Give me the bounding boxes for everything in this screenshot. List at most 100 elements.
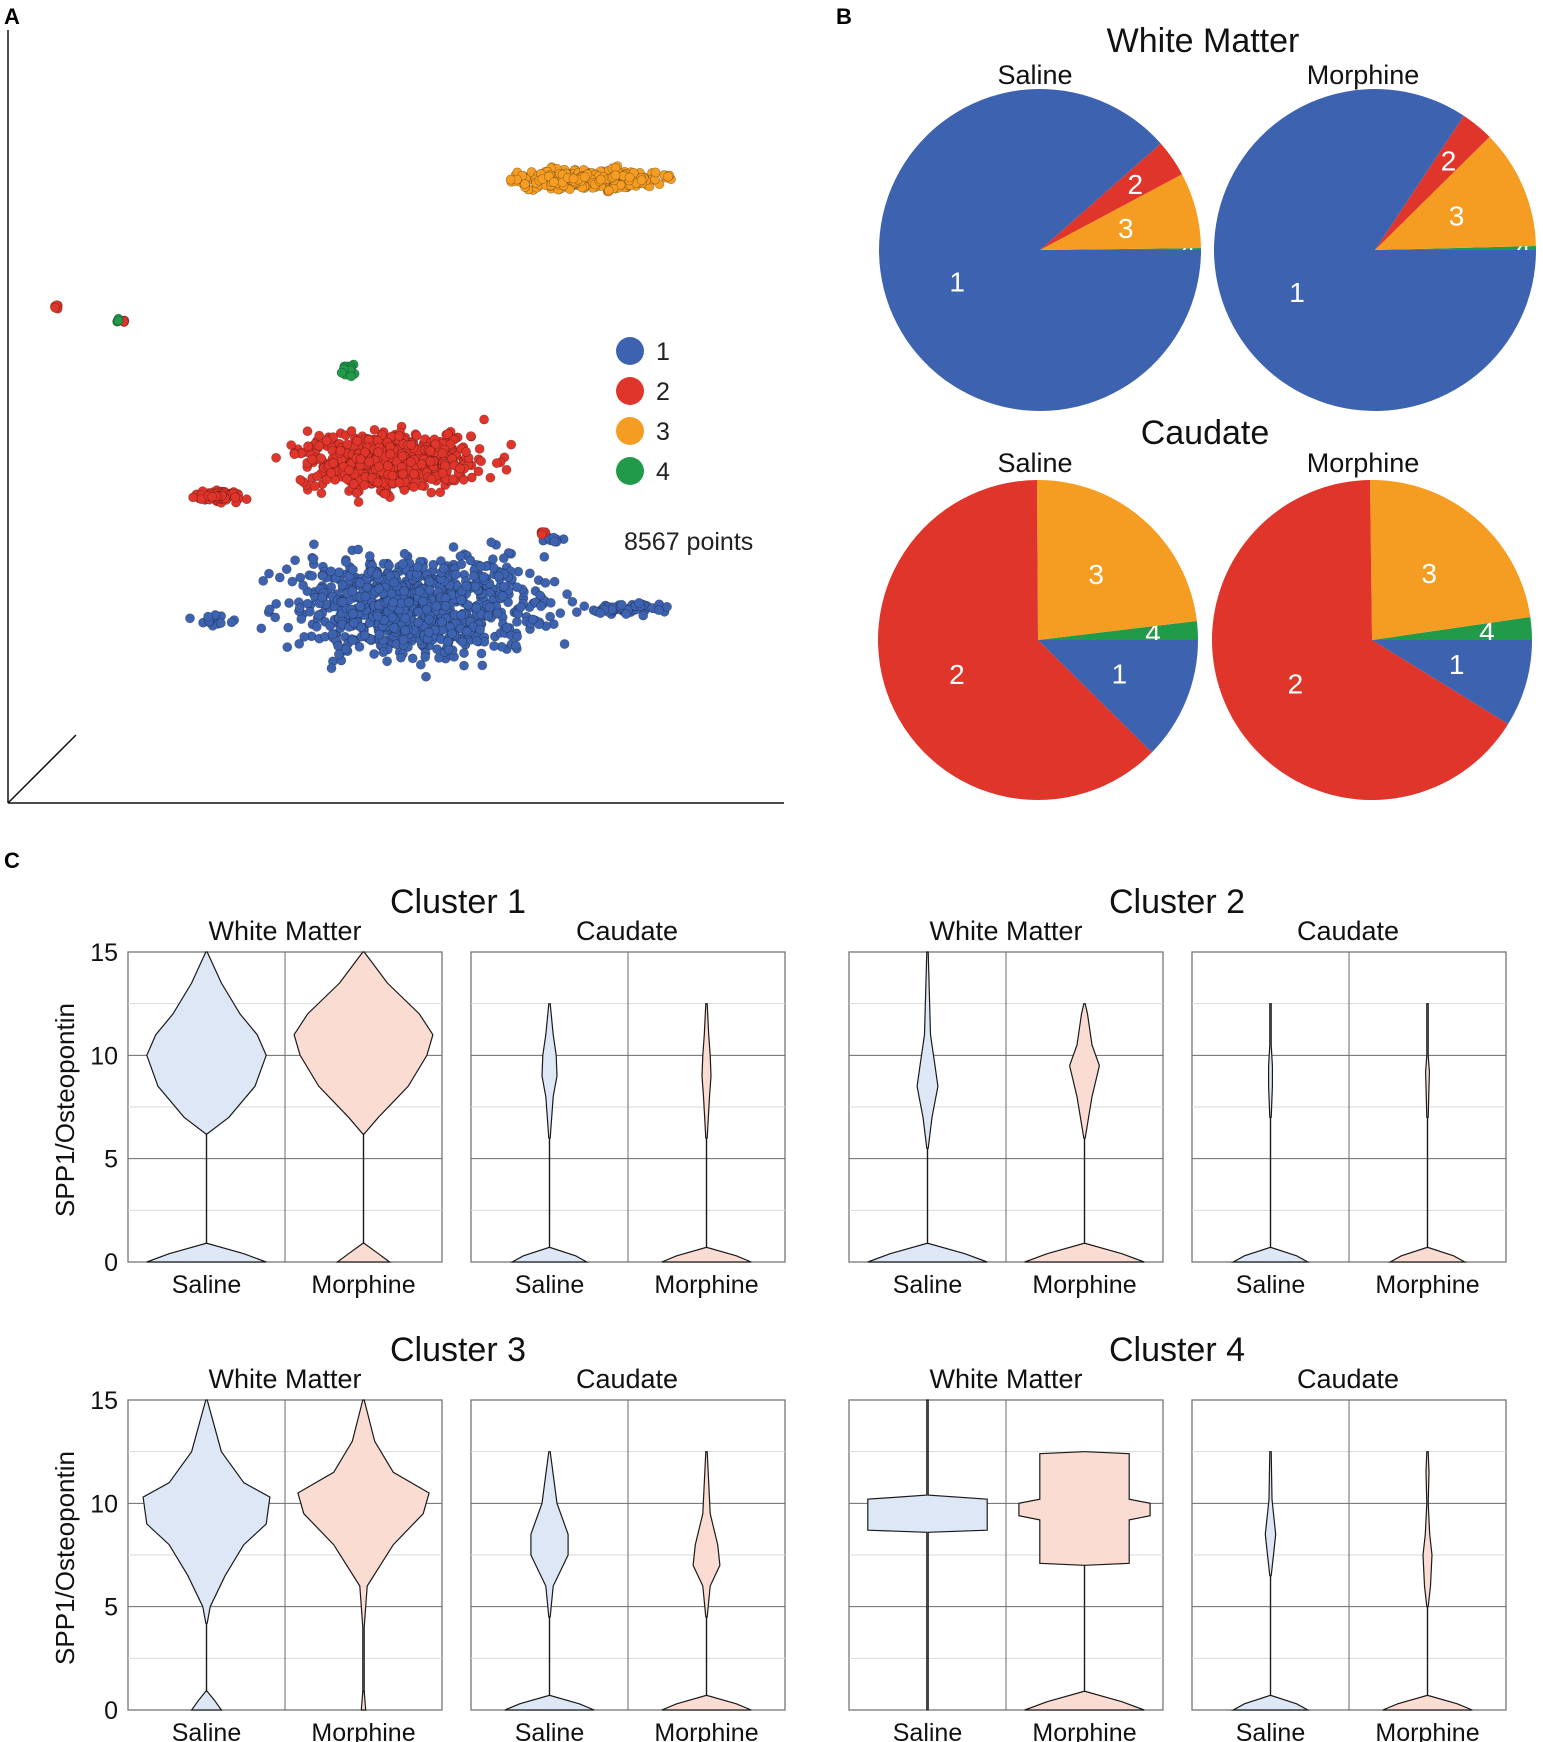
scatter-point-cluster-1: [471, 602, 482, 613]
scatter-point-cluster-1: [424, 576, 435, 587]
x-tick-morphine: Morphine: [654, 1719, 758, 1742]
y-tick: 0: [104, 1697, 118, 1725]
scatter-point-cluster-1: [571, 607, 582, 617]
scatter-point-cluster-1: [317, 592, 328, 603]
scatter-point-cluster-2: [348, 479, 359, 490]
scatter-point-cluster-1: [539, 552, 550, 562]
scatter-point-cluster-2: [374, 461, 384, 472]
pie-slice-3: [1036, 479, 1197, 640]
scatter-point-cluster-1: [413, 617, 424, 628]
scatter-point-cluster-2: [411, 430, 422, 441]
violin-base-saline: [1230, 1246, 1311, 1263]
scatter-point-cluster-1: [420, 652, 431, 662]
scatter-point-cluster-3: [624, 172, 635, 183]
scatter-point-cluster-1: [388, 597, 399, 608]
scatter-point-cluster-1: [498, 553, 509, 564]
scatter-point-cluster-2: [364, 456, 374, 467]
scatter-point-cluster-2: [476, 456, 486, 467]
scatter-point-cluster-2: [426, 474, 437, 484]
pie-label-wm-morphine: Morphine: [1307, 60, 1420, 90]
y-tick: 10: [90, 1490, 118, 1518]
scatter-point-cluster-2: [437, 468, 448, 479]
x-tick-morphine: Morphine: [1032, 1271, 1136, 1299]
violin-body-saline: [916, 951, 939, 1149]
axis-y-depth: [7, 734, 77, 804]
scatter-point-cluster-1: [378, 647, 389, 658]
scatter-point-cluster-2: [328, 458, 339, 468]
scatter-point-cluster-1: [311, 621, 322, 632]
scatter-point-cluster-1: [337, 596, 348, 607]
scatter-point-cluster-1: [421, 671, 431, 682]
violin-body-saline: [146, 951, 267, 1135]
panel-a: A 1 2 3 4 8567 points: [4, 4, 784, 804]
scatter-point-cluster-1: [555, 608, 566, 618]
scatter-point-cluster-2: [408, 482, 419, 492]
scatter-point-cluster-1: [415, 659, 426, 670]
legend-swatch-2: [616, 377, 644, 405]
scatter-point-cluster-1: [476, 648, 487, 659]
scatter-point-cluster-2: [321, 435, 332, 446]
scatter-point-cluster-1: [512, 617, 522, 627]
scatter-point-cluster-1: [493, 571, 504, 582]
pie-slice-1: [1038, 640, 1198, 753]
cluster-3-wm-label: White Matter: [208, 1364, 361, 1394]
panel-b-label: B: [836, 4, 852, 29]
x-tick-saline: Saline: [515, 1719, 585, 1742]
scatter-point-cluster-1: [567, 596, 578, 607]
scatter-point-cluster-2: [271, 452, 281, 463]
scatter-point-cluster-3: [636, 175, 647, 186]
scatter-point-cluster-1: [515, 602, 526, 613]
scatter-point-cluster-1: [264, 604, 275, 615]
scatter-point-cluster-1: [281, 564, 292, 575]
x-tick-morphine: Morphine: [1375, 1271, 1479, 1299]
scatter-point-cluster-1: [461, 626, 472, 637]
scatter-point-cluster-1: [356, 622, 366, 632]
violin-body-saline: [142, 1399, 271, 1624]
scatter-point-cluster-1: [525, 568, 535, 579]
scatter-point-cluster-1: [387, 612, 398, 623]
cluster-1-title: Cluster 1: [390, 883, 526, 921]
scatter-point-cluster-2: [309, 481, 320, 492]
violin-base-morphine: [1382, 1694, 1473, 1711]
scatter-point-cluster-2: [409, 469, 419, 479]
scatter-point-cluster-1: [450, 569, 461, 580]
scatter-point-cluster-1: [294, 639, 305, 649]
violin-body-saline: [1268, 1003, 1273, 1118]
scatter-point-cluster-1: [475, 624, 485, 635]
scatter-point-cluster-1: [355, 601, 366, 612]
scatter-point-cluster-1: [397, 559, 408, 569]
pie-slice-1: [1372, 640, 1532, 725]
scatter-point-cluster-2: [241, 494, 252, 505]
scatter-point-cluster-1: [438, 563, 449, 574]
scatter-point-cluster-2: [387, 470, 398, 481]
scatter-point-cluster-1: [398, 635, 409, 645]
scatter-point-cluster-1: [545, 611, 555, 622]
scatter-point-cluster-2: [302, 426, 313, 437]
scatter-point-cluster-1: [595, 608, 606, 619]
scatter-point-cluster-2: [425, 446, 436, 457]
scatter-point-cluster-1: [527, 614, 538, 625]
scatter-point-cluster-1: [299, 632, 310, 642]
scatter-point-cluster-2: [443, 428, 453, 439]
scatter-point-cluster-1: [559, 639, 570, 649]
pie-slice-label-3: 3: [1088, 559, 1104, 590]
violin-base-saline: [504, 1694, 595, 1711]
scatter-point-cluster-2: [466, 472, 477, 483]
pie-slice-label-2: 2: [1128, 169, 1144, 200]
scatter-point-cluster-2: [316, 488, 327, 499]
scatter-point-cluster-1: [470, 581, 481, 592]
violin-plots: Saline Morphine 0 5 10 15 Saline Morphine Saline…: [90, 939, 1507, 1742]
violin-body-morphine: [1068, 1003, 1101, 1139]
scatter-point-cluster-1: [638, 610, 649, 621]
pie-slice-label-2: 2: [1441, 146, 1457, 177]
scatter-point-cluster-1: [384, 560, 394, 571]
scatter-point-cluster-3: [549, 177, 559, 188]
pie-slice-label-1: 1: [1449, 649, 1465, 680]
x-tick-morphine: Morphine: [654, 1271, 758, 1299]
y-tick: 15: [90, 1387, 118, 1415]
scatter-point-cluster-1: [412, 562, 423, 572]
scatter-point-cluster-1: [334, 567, 344, 578]
scatter-point-cluster-1: [540, 578, 551, 588]
violin-body-morphine: [1018, 1451, 1151, 1566]
scatter-point-cluster-1: [256, 623, 267, 634]
